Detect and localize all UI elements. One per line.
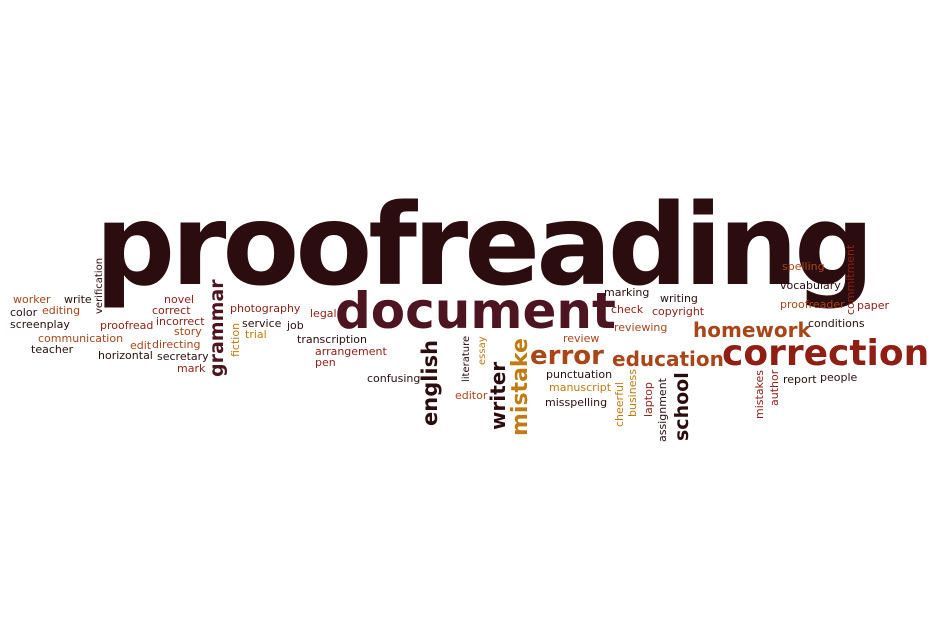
word-story: story [174, 325, 202, 338]
word-english: english [418, 339, 442, 426]
word-worker: worker [13, 293, 51, 306]
word-correction: correction [722, 333, 930, 374]
word-screenplay: screenplay [10, 318, 70, 331]
word-literature: literature [461, 335, 472, 382]
word-review: review [563, 332, 600, 345]
word-verification: verification [94, 257, 105, 314]
word-business: business [626, 369, 639, 417]
word-proofreader: proofreader [780, 298, 845, 311]
word-write: write [64, 293, 92, 306]
word-spelling: spelling [782, 260, 825, 273]
word-writer: writer [486, 361, 510, 430]
word-copyright: copyright [652, 305, 705, 318]
word-arrangement: arrangement [315, 345, 387, 358]
word-error: error [530, 341, 604, 371]
word-legal: legal [310, 307, 337, 320]
word-conditions: conditions [808, 317, 865, 330]
word-assignment: assignment [656, 378, 669, 442]
word-trial: trial [245, 328, 267, 341]
word-marking: marking [604, 286, 650, 299]
word-author: author [768, 369, 781, 406]
word-editor: editor [455, 389, 488, 402]
word-education: education [612, 347, 724, 371]
word-mark: mark [177, 362, 206, 375]
word-communication: communication [38, 332, 124, 345]
word-photography: photography [230, 302, 301, 315]
word-color: color [10, 306, 38, 319]
word-commitment: commitment [844, 244, 857, 315]
word-edit: edit [130, 339, 152, 352]
word-mistake: mistake [508, 338, 533, 436]
word-novel: novel [164, 293, 195, 306]
word-mistakes: mistakes [753, 369, 766, 419]
word-cheerful: cheerful [613, 382, 626, 427]
word-fiction: fiction [229, 322, 242, 357]
word-incorrect: incorrect [156, 315, 205, 328]
word-correct: correct [152, 304, 191, 317]
word-check: check [611, 303, 644, 316]
word-job: job [287, 319, 304, 332]
word-school: school [671, 372, 693, 441]
word-punctuation: punctuation [546, 368, 613, 381]
word-writing: writing [660, 292, 698, 305]
word-confusing: confusing [367, 372, 421, 385]
word-proofread: proofread [100, 319, 154, 332]
word-pen: pen [315, 356, 336, 369]
word-paper: paper [857, 299, 889, 312]
word-proofreading: proofreading [95, 181, 874, 311]
word-manuscript: manuscript [549, 381, 612, 394]
word-secretary: secretary [157, 350, 209, 363]
word-directing: directing [152, 338, 201, 351]
word-people: people [820, 371, 858, 384]
word-grammar: grammar [206, 279, 228, 377]
word-reviewing: reviewing [614, 321, 668, 334]
word-document: document [335, 282, 616, 340]
word-service: service [242, 317, 282, 330]
word-report: report [783, 373, 817, 386]
word-misspelling: misspelling [545, 396, 608, 409]
word-vocabulary: vocabulary [780, 279, 841, 292]
word-essay: essay [477, 336, 488, 365]
word-teacher: teacher [31, 343, 74, 356]
word-editing: editing [42, 304, 81, 317]
word-laptop: laptop [642, 382, 655, 417]
word-transcription: transcription [297, 333, 367, 346]
word-homework: homework [693, 318, 811, 342]
word-horizontal: horizontal [98, 349, 153, 362]
